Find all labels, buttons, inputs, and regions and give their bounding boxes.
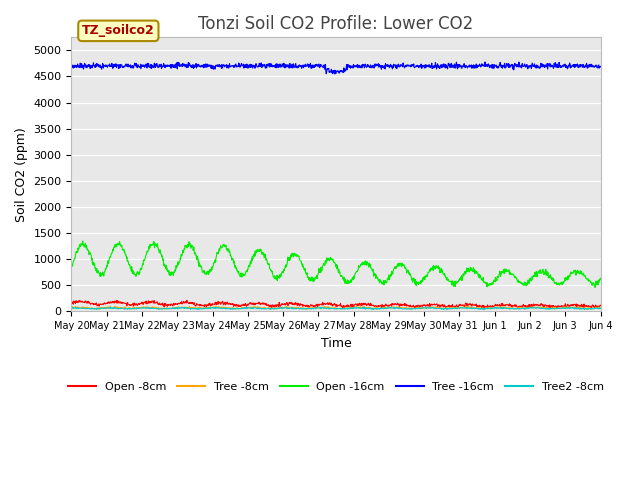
Tree -8cm bbox=[68, 305, 76, 311]
Open -16cm bbox=[186, 241, 193, 247]
Open -16cm bbox=[79, 238, 86, 244]
Tree -16cm bbox=[68, 63, 76, 69]
Tree -16cm bbox=[244, 64, 252, 70]
Open -16cm bbox=[173, 265, 180, 271]
Open -8cm bbox=[183, 297, 191, 303]
Tree -16cm bbox=[419, 64, 426, 70]
Open -8cm bbox=[419, 304, 426, 310]
Open -8cm bbox=[68, 299, 76, 304]
Text: TZ_soilco2: TZ_soilco2 bbox=[82, 24, 155, 37]
Tree -16cm bbox=[534, 64, 542, 70]
Tree2 -8cm bbox=[93, 307, 100, 312]
Open -16cm bbox=[419, 277, 426, 283]
Open -8cm bbox=[172, 301, 180, 307]
Tree -8cm bbox=[596, 305, 604, 311]
Tree -16cm bbox=[488, 65, 495, 71]
Tree -8cm bbox=[186, 303, 193, 309]
Tree2 -8cm bbox=[68, 305, 76, 311]
Open -8cm bbox=[480, 306, 488, 312]
Open -8cm bbox=[534, 303, 542, 309]
Line: Tree -8cm: Tree -8cm bbox=[72, 306, 600, 310]
Tree -16cm bbox=[331, 71, 339, 77]
Tree -8cm bbox=[488, 305, 495, 311]
Tree2 -8cm bbox=[419, 305, 426, 311]
Tree -16cm bbox=[596, 63, 604, 69]
Open -16cm bbox=[534, 270, 542, 276]
Tree2 -8cm bbox=[245, 305, 253, 311]
Open -8cm bbox=[488, 303, 495, 309]
X-axis label: Time: Time bbox=[321, 336, 351, 349]
Tree -8cm bbox=[245, 305, 253, 311]
Legend: Open -8cm, Tree -8cm, Open -16cm, Tree -16cm, Tree2 -8cm: Open -8cm, Tree -8cm, Open -16cm, Tree -… bbox=[63, 377, 609, 396]
Open -16cm bbox=[591, 285, 599, 290]
Line: Tree -16cm: Tree -16cm bbox=[72, 62, 600, 74]
Title: Tonzi Soil CO2 Profile: Lower CO2: Tonzi Soil CO2 Profile: Lower CO2 bbox=[198, 15, 474, 33]
Line: Open -8cm: Open -8cm bbox=[72, 300, 600, 309]
Tree -8cm bbox=[584, 307, 591, 312]
Tree2 -8cm bbox=[424, 304, 431, 310]
Tree -16cm bbox=[172, 63, 180, 69]
Tree -8cm bbox=[419, 304, 426, 310]
Tree -8cm bbox=[185, 305, 193, 311]
Open -16cm bbox=[488, 282, 495, 288]
Tree -8cm bbox=[172, 305, 180, 311]
Tree -16cm bbox=[481, 59, 489, 65]
Tree2 -8cm bbox=[186, 306, 193, 312]
Open -16cm bbox=[68, 262, 76, 267]
Tree2 -8cm bbox=[488, 306, 495, 312]
Tree2 -8cm bbox=[534, 305, 542, 311]
Y-axis label: Soil CO2 (ppm): Soil CO2 (ppm) bbox=[15, 127, 28, 222]
Line: Open -16cm: Open -16cm bbox=[72, 241, 600, 288]
Tree -16cm bbox=[185, 62, 193, 68]
Open -8cm bbox=[596, 302, 604, 308]
Open -8cm bbox=[245, 302, 253, 308]
Open -16cm bbox=[245, 264, 253, 269]
Tree2 -8cm bbox=[173, 305, 180, 311]
Open -8cm bbox=[186, 300, 193, 306]
Tree -8cm bbox=[534, 304, 542, 310]
Open -16cm bbox=[596, 276, 604, 281]
Tree2 -8cm bbox=[596, 305, 604, 311]
Line: Tree2 -8cm: Tree2 -8cm bbox=[72, 307, 600, 310]
